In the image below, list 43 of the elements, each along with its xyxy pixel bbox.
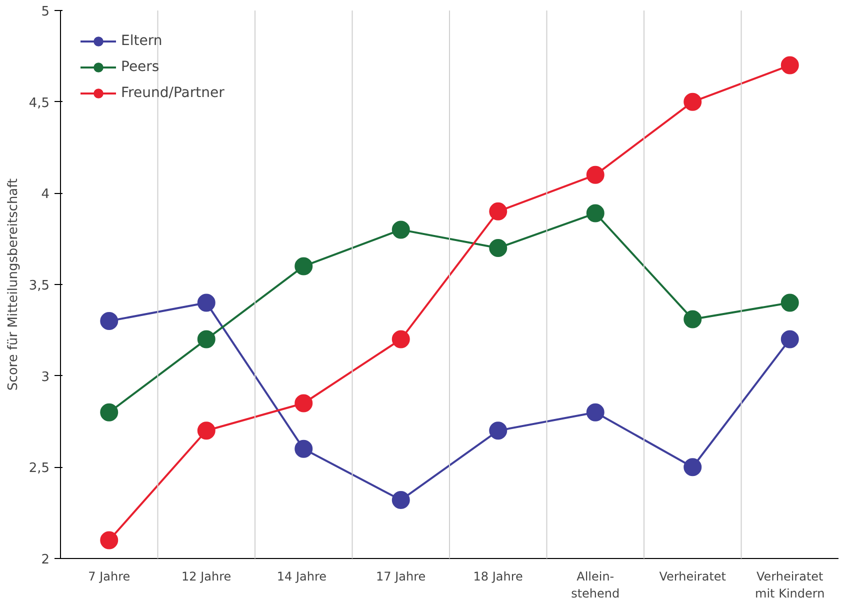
y-tick-label: 3: [41, 370, 50, 385]
y-tick-label: 5: [41, 4, 50, 20]
legend-label: Freund/Partner: [121, 85, 224, 101]
point: [586, 403, 604, 422]
y-tick-label: 2: [41, 552, 50, 568]
x-tick-label: Verheiratet: [659, 570, 726, 584]
x-tick-label: 7 Jahre: [88, 570, 130, 584]
point: [392, 220, 410, 239]
point: [489, 238, 508, 257]
legend-label: Peers: [121, 59, 160, 75]
point: [197, 422, 216, 440]
point: [780, 330, 799, 348]
point: [780, 294, 799, 312]
point: [100, 403, 118, 422]
x-tick-label: 18 Jahre: [473, 570, 523, 584]
y-tick-label: 4,5: [28, 96, 50, 111]
point: [586, 166, 604, 184]
point: [684, 458, 702, 476]
x-tick-label: 14 Jahre: [276, 570, 327, 584]
point: [684, 92, 702, 111]
y-axis-title: Score für Mitteilungsbereitschaft: [6, 178, 21, 391]
point: [100, 312, 118, 330]
y-tick-label: 4: [41, 187, 50, 202]
x-tick-label: Allein- stehend: [571, 570, 620, 600]
point: [392, 330, 410, 348]
point: [780, 56, 799, 74]
point: [586, 204, 604, 222]
point: [197, 294, 216, 312]
x-tick-label: Verheiratet mit Kindern: [755, 570, 825, 600]
point: [294, 440, 313, 458]
point: [294, 257, 313, 276]
y-tick-label: 3,5: [28, 278, 50, 294]
point: [197, 330, 216, 348]
x-tick-label: 12 Jahre: [182, 570, 232, 584]
x-tick-label: 17 Jahre: [376, 570, 426, 584]
point: [489, 202, 508, 220]
y-tick-label: 2,5: [28, 461, 50, 476]
point: [684, 310, 702, 328]
point: [489, 422, 508, 440]
point: [294, 394, 313, 412]
point: [100, 531, 118, 550]
point: [392, 491, 410, 510]
legend-label: Eltern: [121, 33, 162, 49]
